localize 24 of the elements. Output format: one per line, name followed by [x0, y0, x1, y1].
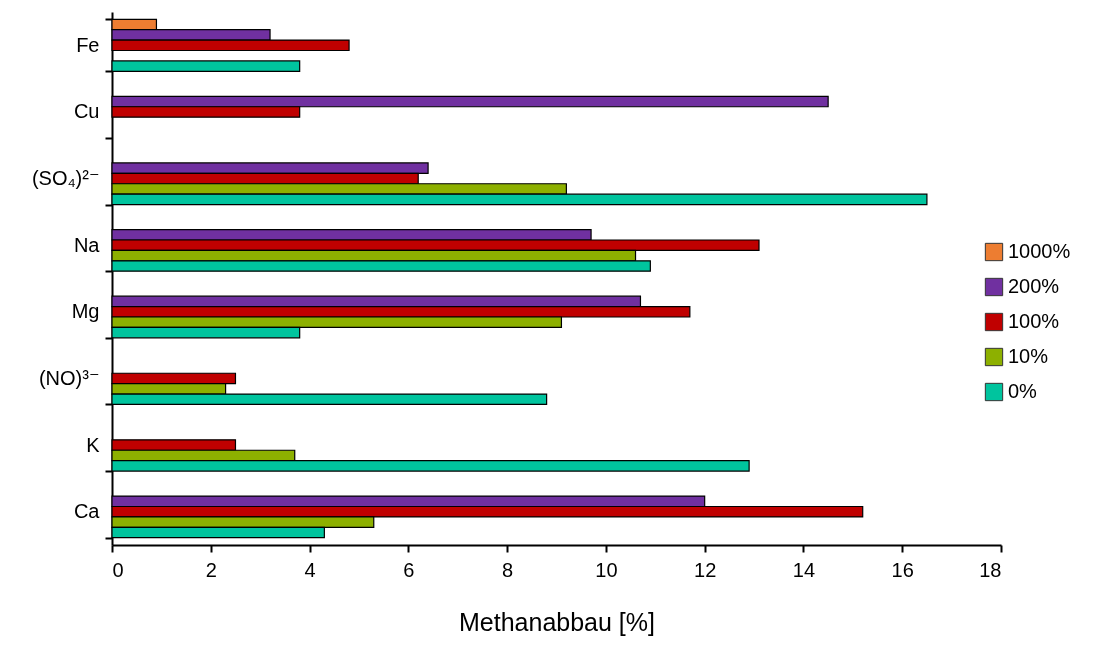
x-tick-label: 0 [112, 558, 124, 581]
y-tick-label: K [86, 433, 101, 456]
legend-label: 1000% [1008, 240, 1071, 262]
x-tick-label: 6 [403, 558, 415, 581]
x-axis-title: Methanabbau [%] [459, 607, 655, 636]
x-tick-label: 18 [979, 558, 1002, 581]
y-tick-label: Na [73, 233, 101, 256]
x-tick-label: 12 [694, 558, 717, 581]
y-tick-label: Ca [73, 500, 101, 523]
y-tick-label: (NO)³⁻ [38, 366, 100, 389]
x-tick-label: 4 [304, 558, 316, 581]
y-tick-label: Mg [71, 300, 100, 323]
legend-label: 10% [1008, 345, 1049, 367]
legend-label: 100% [1008, 310, 1060, 332]
x-tick-label: 2 [205, 558, 217, 581]
legend-label: 0% [1008, 380, 1038, 402]
y-tick-label: Fe [76, 33, 100, 56]
legend-label: 200% [1008, 275, 1060, 297]
x-tick-label: 14 [792, 558, 816, 581]
y-tick-label: (SO₄)²⁻ [31, 167, 100, 190]
x-tick-label: 10 [595, 558, 618, 581]
x-tick-label: 8 [502, 558, 514, 581]
x-tick-label: 16 [891, 558, 914, 581]
y-tick-label: Cu [73, 100, 100, 123]
